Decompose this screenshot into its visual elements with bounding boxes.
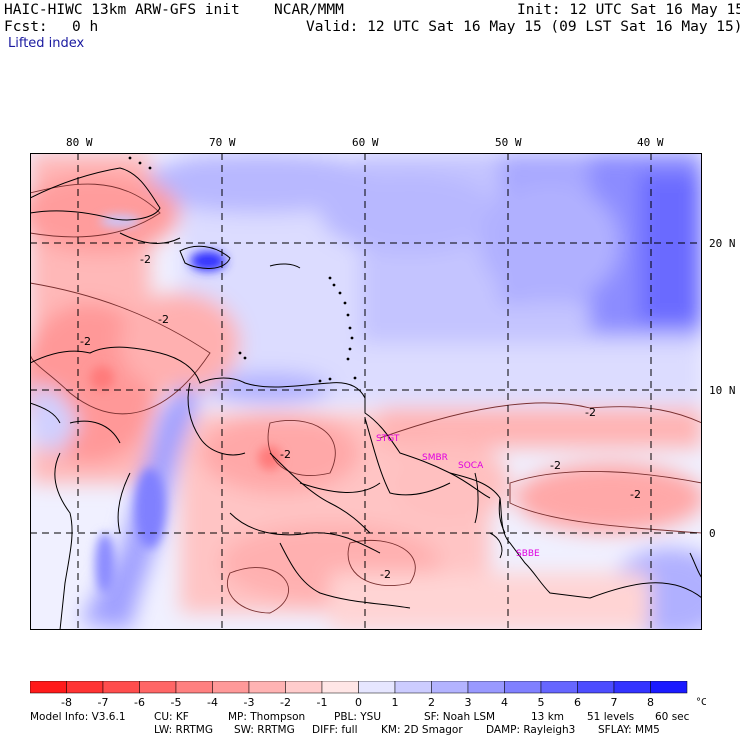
legend-swatch: [394, 681, 432, 694]
footer-cu: CU: KF: [154, 711, 189, 723]
lat-lon-grid: [30, 153, 702, 630]
footer-sflay: SFLAY: MM5: [598, 724, 660, 736]
legend-tick: -6: [134, 696, 145, 709]
legend-swatch: [540, 681, 578, 694]
legend-swatch: [66, 681, 104, 694]
contour-label: -2: [585, 406, 596, 419]
model-title: HAIC-HIWC 13km ARW-GFS init: [4, 2, 240, 18]
footer-timestep: 60 sec: [655, 711, 690, 723]
station-soca: SOCA: [458, 461, 484, 471]
station-stgt: STGT: [376, 434, 400, 444]
footer-levels: 51 levels: [587, 711, 635, 723]
lon-label-60w: 60 W: [352, 136, 379, 149]
footer-sf: SF: Noah LSM: [424, 711, 496, 723]
contour-label: -2: [630, 488, 641, 501]
legend-swatch: [212, 681, 250, 694]
footer-res: 13 km: [531, 711, 565, 723]
footer-lw: LW: RRTMG: [154, 724, 213, 736]
lat-label-eq: 0: [709, 527, 716, 540]
footer-pbl: PBL: YSU: [334, 711, 382, 723]
color-legend: -8 -7 -6 -5 -4 -3 -2 -1 0 1 2 3 4 5 6 7 8 °C: [30, 681, 706, 709]
lon-label-70w: 70 W: [209, 136, 236, 149]
legend-tick: 2: [428, 696, 435, 709]
legend-tick: 5: [538, 696, 545, 709]
legend-swatch: [431, 681, 469, 694]
lat-label-10n: 10 N: [709, 384, 736, 397]
minus2-contours: [30, 183, 702, 614]
lifted-index-map: -2 -2 -2 -2 -2 -2 -2 -2 STGT SMBR SOCA S…: [30, 153, 702, 630]
station-sbbe: SBBE: [516, 549, 540, 559]
fcst-label: Fcst:: [4, 19, 48, 35]
field-name: Lifted index: [8, 36, 85, 51]
legend-tick: 0: [355, 696, 362, 709]
legend-swatch: [139, 681, 177, 694]
fcst-value: 0 h: [72, 19, 99, 35]
footer-version: Model Info: V3.6.1: [30, 711, 126, 723]
legend-tick: -7: [98, 696, 109, 709]
contour-label: -2: [158, 313, 169, 326]
legend-swatch: [321, 681, 359, 694]
lat-label-20n: 20 N: [709, 237, 736, 250]
legend-tick: -4: [207, 696, 218, 709]
valid-time: Valid: 12 UTC Sat 16 May 15 (09 LST Sat …: [306, 19, 740, 35]
legend-swatch: [175, 681, 213, 694]
contour-label: -2: [80, 335, 91, 348]
footer-diff: DIFF: full: [312, 724, 358, 736]
init-time: Init: 12 UTC Sat 16 May 15: [517, 2, 740, 18]
contour-label: -2: [380, 568, 391, 581]
legend-tick: 7: [611, 696, 618, 709]
lon-label-40w: 40 W: [637, 136, 664, 149]
legend-tick: -8: [61, 696, 72, 709]
contour-label: -2: [140, 253, 151, 266]
legend-tick: 3: [465, 696, 472, 709]
legend-tick: -1: [317, 696, 328, 709]
map-frame: [30, 153, 702, 630]
legend-swatch: [613, 681, 651, 694]
footer-damp: DAMP: Rayleigh3: [486, 724, 576, 736]
coastlines: [30, 167, 702, 630]
legend-swatch: [650, 681, 688, 694]
legend-swatch: [467, 681, 505, 694]
legend-tick: 8: [647, 696, 654, 709]
lon-label-50w: 50 W: [495, 136, 522, 149]
islands: [128, 156, 357, 383]
legend-swatch: [358, 681, 396, 694]
lon-label-80w: 80 W: [66, 136, 93, 149]
legend-swatch: [30, 681, 67, 694]
legend-swatch: [504, 681, 542, 694]
contour-label: -2: [550, 459, 561, 472]
footer-km: KM: 2D Smagor: [381, 724, 463, 736]
footer-mp: MP: Thompson: [228, 711, 306, 723]
legend-tick: 1: [392, 696, 399, 709]
station-smbr: SMBR: [422, 453, 448, 463]
contour-label: -2: [280, 448, 291, 461]
legend-tick: 4: [501, 696, 508, 709]
org-label: NCAR/MMM: [274, 2, 344, 18]
legend-swatch: [248, 681, 286, 694]
legend-tick: -3: [244, 696, 255, 709]
legend-swatch: [102, 681, 140, 694]
legend-tick: -2: [280, 696, 291, 709]
legend-tick: 6: [574, 696, 581, 709]
footer-sw: SW: RRTMG: [234, 724, 295, 736]
legend-unit: °C: [696, 697, 706, 708]
legend-swatch: [577, 681, 615, 694]
legend-tick: -5: [171, 696, 182, 709]
legend-swatch: [285, 681, 323, 694]
